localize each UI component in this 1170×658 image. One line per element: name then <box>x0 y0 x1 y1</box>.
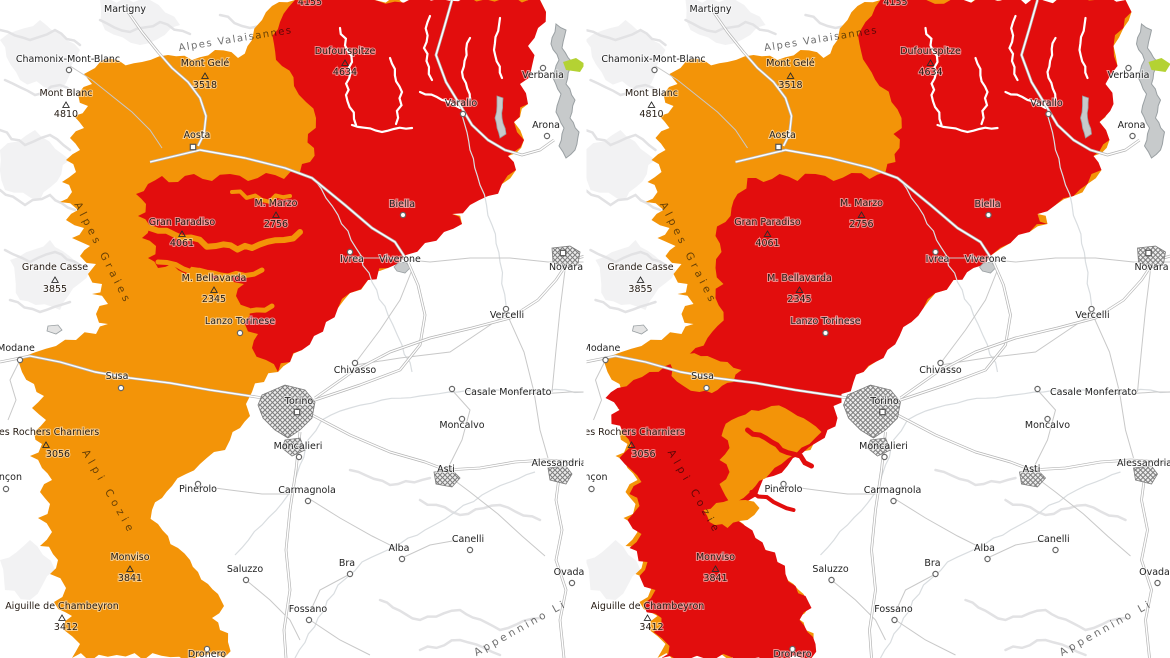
orange-valley-finger <box>147 225 303 253</box>
red-valley-strip <box>745 427 814 469</box>
red-valley-strip <box>749 490 796 512</box>
map-panel-right[interactable] <box>566 0 1170 658</box>
orange-valley-finger <box>173 297 275 319</box>
panel-divider <box>583 0 587 658</box>
map-panel-left[interactable] <box>0 0 587 658</box>
orange-pocket <box>719 405 822 508</box>
